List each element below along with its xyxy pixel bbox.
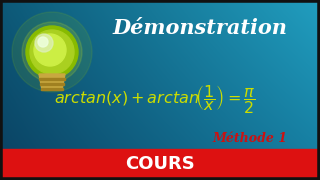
Bar bbox=[39, 78, 65, 80]
Polygon shape bbox=[39, 74, 65, 90]
Text: $\mathit{arctan}(x) + \mathit{arctan}\!\left(\dfrac{1}{x}\right) = \dfrac{\pi}{2: $\mathit{arctan}(x) + \mathit{arctan}\!\… bbox=[54, 84, 256, 116]
Bar bbox=[0, 148, 320, 180]
Text: Méthode 1: Méthode 1 bbox=[212, 132, 287, 145]
Circle shape bbox=[34, 34, 66, 66]
Text: Démonstration: Démonstration bbox=[113, 18, 287, 38]
Circle shape bbox=[30, 30, 74, 74]
Circle shape bbox=[12, 12, 92, 92]
Bar bbox=[40, 83, 64, 85]
Circle shape bbox=[22, 22, 82, 82]
Circle shape bbox=[38, 37, 48, 47]
Bar bbox=[41, 88, 63, 90]
Circle shape bbox=[26, 26, 78, 78]
Text: COURS: COURS bbox=[125, 155, 195, 173]
Circle shape bbox=[35, 34, 53, 52]
